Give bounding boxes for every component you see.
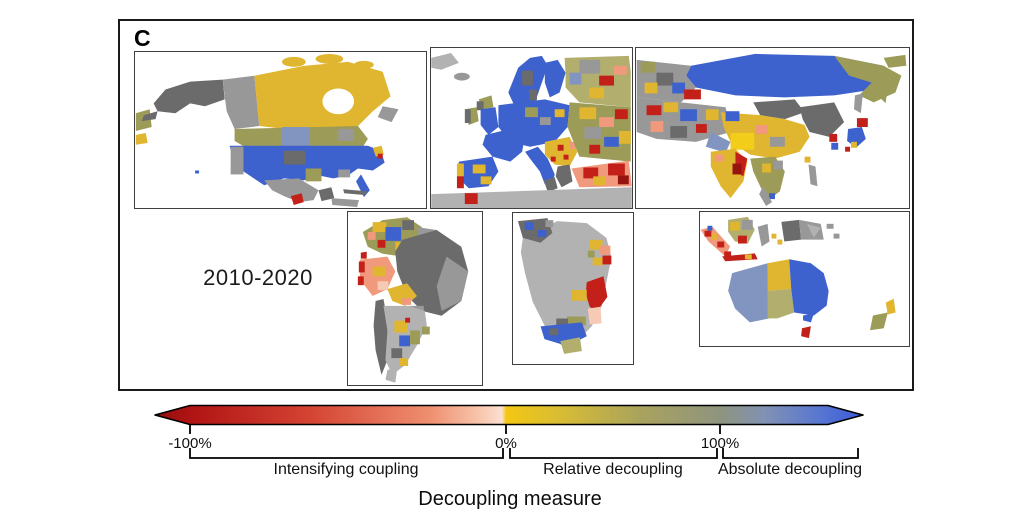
range-label-relative-decoupling: Relative decoupling xyxy=(543,461,683,478)
map-panel-europe xyxy=(430,47,633,209)
north-america-map xyxy=(135,53,399,208)
oceania-map xyxy=(700,216,896,339)
map-panel-asia xyxy=(635,47,910,209)
figure-frame: C 2010-2020 xyxy=(118,19,914,391)
map-panel-oceania xyxy=(699,211,910,347)
map-panel-north-america xyxy=(134,51,427,209)
period-label: 2010-2020 xyxy=(203,265,313,290)
europe-map xyxy=(431,52,632,208)
colorbar xyxy=(154,404,864,459)
bracket-relative-decoupling xyxy=(509,448,718,459)
legend-title: Decoupling measure xyxy=(418,488,602,510)
south-america-map xyxy=(357,217,469,383)
asia-map xyxy=(636,53,907,207)
africa-map xyxy=(517,218,612,354)
range-label-absolute-decoupling: Absolute decoupling xyxy=(717,461,863,478)
range-label-intensifying-coupling: Intensifying coupling xyxy=(273,461,419,478)
tick-label-100: 100% xyxy=(700,435,740,452)
colorbar-arrow-bar xyxy=(154,404,864,426)
tick-label-minus-100: -100% xyxy=(168,435,212,452)
map-panel-africa xyxy=(512,212,634,365)
bracket-absolute-decoupling xyxy=(722,448,859,459)
map-panel-south-america xyxy=(347,211,483,386)
panel-label: C xyxy=(134,25,151,51)
bracket-intensifying-coupling xyxy=(189,448,504,459)
tick-label-0: 0% xyxy=(495,435,517,452)
